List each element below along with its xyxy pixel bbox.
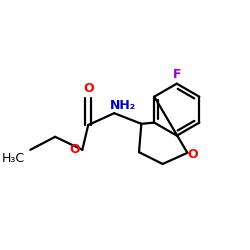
Text: O: O	[187, 148, 198, 160]
Text: F: F	[172, 68, 181, 81]
Text: H₃C: H₃C	[1, 152, 24, 164]
Text: O: O	[70, 143, 80, 156]
Text: O: O	[83, 82, 94, 95]
Text: NH₂: NH₂	[110, 99, 136, 112]
